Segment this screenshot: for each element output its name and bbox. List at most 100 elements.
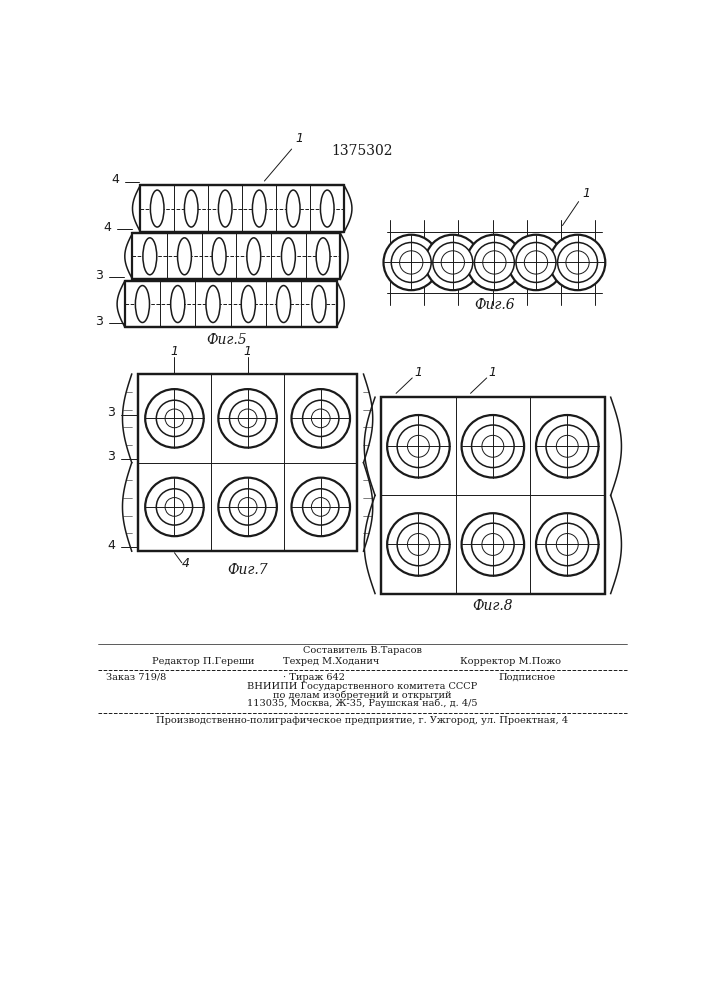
Ellipse shape: [474, 242, 515, 282]
Ellipse shape: [508, 235, 563, 290]
Text: Составитель В.Тарасов: Составитель В.Тарасов: [303, 646, 421, 655]
Text: 4: 4: [107, 539, 115, 552]
Text: 1: 1: [244, 345, 252, 358]
Text: 3: 3: [95, 315, 103, 328]
Ellipse shape: [316, 238, 330, 275]
Text: 1375302: 1375302: [331, 144, 392, 158]
Text: 4: 4: [111, 173, 119, 186]
Text: · Тираж 642: · Тираж 642: [283, 673, 344, 682]
Ellipse shape: [550, 235, 605, 290]
Ellipse shape: [135, 286, 149, 323]
Text: 3: 3: [107, 406, 115, 419]
Ellipse shape: [165, 498, 184, 516]
Ellipse shape: [238, 498, 257, 516]
Ellipse shape: [311, 409, 330, 428]
Ellipse shape: [558, 242, 597, 282]
Bar: [138, 374, 357, 551]
Ellipse shape: [177, 238, 192, 275]
Bar: [132, 233, 340, 279]
Ellipse shape: [383, 235, 439, 290]
Ellipse shape: [247, 238, 261, 275]
Ellipse shape: [291, 389, 350, 448]
Bar: [140, 185, 344, 232]
Text: 4: 4: [103, 221, 111, 234]
Ellipse shape: [143, 238, 157, 275]
Ellipse shape: [482, 435, 504, 457]
Ellipse shape: [311, 498, 330, 516]
Text: Фиг.6: Фиг.6: [474, 298, 515, 312]
Text: 3: 3: [95, 269, 103, 282]
Text: Заказ 719/8: Заказ 719/8: [105, 673, 166, 682]
Text: 1: 1: [414, 366, 422, 379]
Ellipse shape: [218, 478, 277, 536]
Bar: [125, 281, 337, 327]
Ellipse shape: [241, 286, 255, 323]
Text: 1: 1: [296, 132, 304, 145]
Ellipse shape: [218, 389, 277, 448]
Ellipse shape: [156, 489, 192, 525]
Ellipse shape: [218, 190, 232, 227]
Ellipse shape: [536, 513, 599, 576]
Ellipse shape: [286, 190, 300, 227]
Ellipse shape: [281, 238, 296, 275]
Ellipse shape: [472, 425, 514, 468]
Ellipse shape: [556, 435, 578, 457]
Text: 3: 3: [107, 450, 115, 463]
Text: 1: 1: [489, 366, 497, 379]
Ellipse shape: [536, 415, 599, 478]
Ellipse shape: [170, 286, 185, 323]
Ellipse shape: [441, 251, 464, 274]
Bar: [381, 397, 604, 594]
Ellipse shape: [156, 400, 192, 437]
Ellipse shape: [525, 251, 548, 274]
Ellipse shape: [387, 415, 450, 478]
Ellipse shape: [320, 190, 334, 227]
Ellipse shape: [303, 400, 339, 437]
Text: Фиг.8: Фиг.8: [472, 599, 513, 613]
Text: 113035, Москва, Ж-35, Раушская наб., д. 4/5: 113035, Москва, Ж-35, Раушская наб., д. …: [247, 698, 477, 708]
Ellipse shape: [407, 534, 429, 555]
Ellipse shape: [467, 235, 522, 290]
Ellipse shape: [546, 523, 588, 566]
Ellipse shape: [483, 251, 506, 274]
Text: Фиг.5: Фиг.5: [206, 333, 247, 347]
Bar: [138, 374, 357, 551]
Text: ВНИИПИ Государственного комитета СССР: ВНИИПИ Государственного комитета СССР: [247, 682, 477, 691]
Ellipse shape: [556, 534, 578, 555]
Ellipse shape: [303, 489, 339, 525]
Ellipse shape: [397, 523, 440, 566]
Text: по делам изобретений и открытий: по делам изобретений и открытий: [273, 690, 451, 700]
Ellipse shape: [399, 251, 423, 274]
Ellipse shape: [482, 534, 504, 555]
Ellipse shape: [566, 251, 589, 274]
Ellipse shape: [312, 286, 326, 323]
Ellipse shape: [462, 513, 524, 576]
Ellipse shape: [391, 242, 431, 282]
Ellipse shape: [433, 242, 473, 282]
Text: 4: 4: [182, 557, 189, 570]
Ellipse shape: [472, 523, 514, 566]
Ellipse shape: [516, 242, 556, 282]
Ellipse shape: [546, 425, 588, 468]
Ellipse shape: [185, 190, 198, 227]
Ellipse shape: [165, 409, 184, 428]
Ellipse shape: [252, 190, 266, 227]
Ellipse shape: [387, 513, 450, 576]
Ellipse shape: [206, 286, 220, 323]
Text: Подписное: Подписное: [498, 673, 556, 682]
Bar: [381, 397, 604, 594]
Ellipse shape: [238, 409, 257, 428]
Ellipse shape: [151, 190, 164, 227]
Text: 1: 1: [583, 187, 590, 200]
Ellipse shape: [212, 238, 226, 275]
Text: Редактор П.Гереши: Редактор П.Гереши: [152, 657, 254, 666]
Ellipse shape: [397, 425, 440, 468]
Ellipse shape: [425, 235, 481, 290]
Ellipse shape: [230, 400, 266, 437]
Ellipse shape: [145, 389, 204, 448]
Ellipse shape: [145, 478, 204, 536]
Text: Корректор М.Пожо: Корректор М.Пожо: [460, 657, 561, 666]
Ellipse shape: [230, 489, 266, 525]
Text: Производственно-полиграфическое предприятие, г. Ужгород, ул. Проектная, 4: Производственно-полиграфическое предприя…: [156, 716, 568, 725]
Text: 1: 1: [170, 345, 178, 358]
